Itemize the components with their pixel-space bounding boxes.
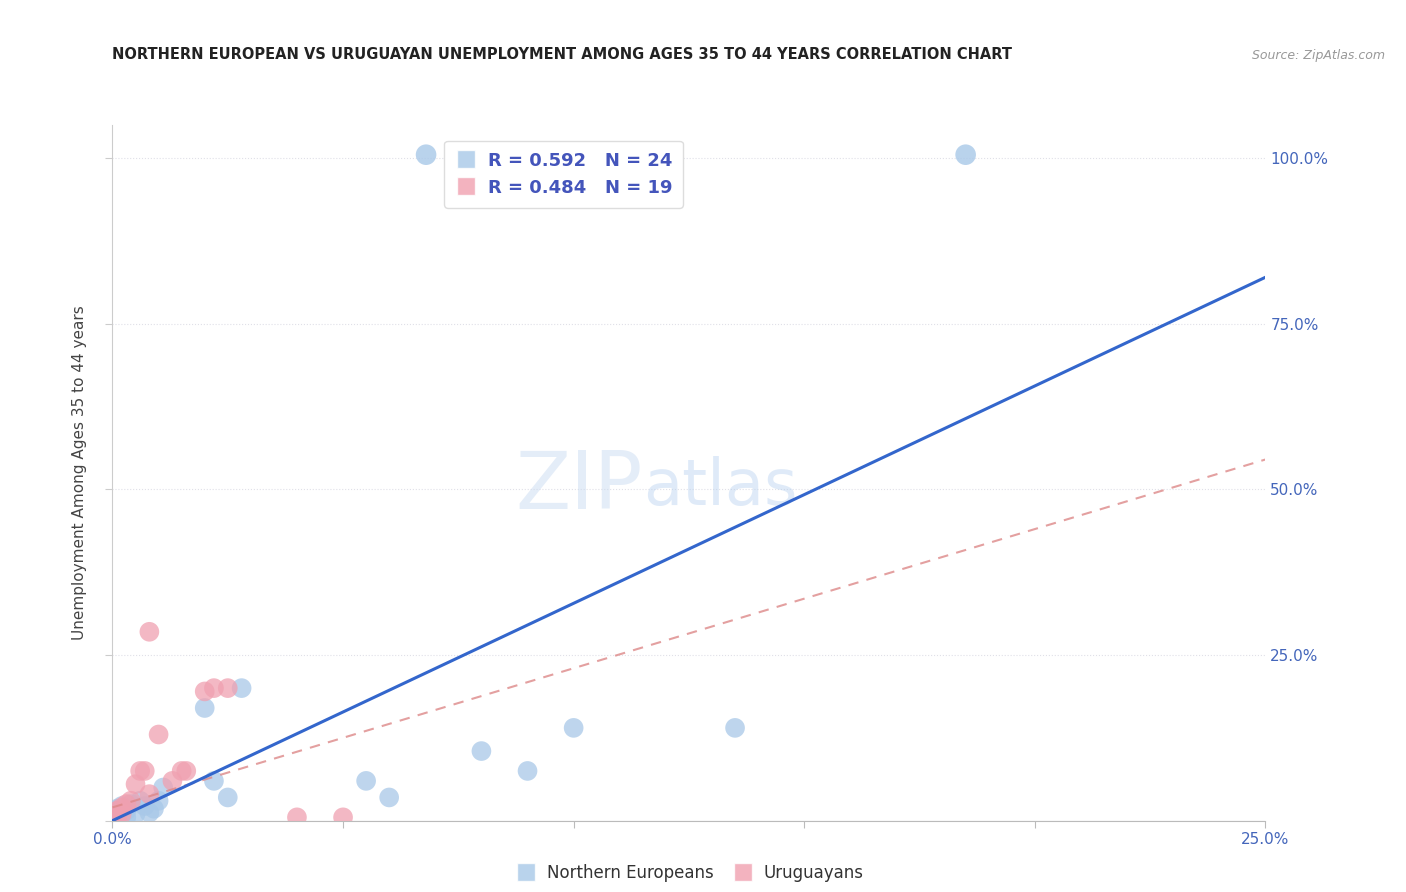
Point bbox=[724, 721, 747, 735]
Point bbox=[202, 681, 225, 695]
Point bbox=[148, 727, 170, 741]
Point bbox=[129, 764, 152, 778]
Point bbox=[170, 764, 193, 778]
Text: NORTHERN EUROPEAN VS URUGUAYAN UNEMPLOYMENT AMONG AGES 35 TO 44 YEARS CORRELATIO: NORTHERN EUROPEAN VS URUGUAYAN UNEMPLOYM… bbox=[112, 47, 1012, 62]
Point bbox=[134, 764, 156, 778]
Point bbox=[332, 810, 354, 824]
Point bbox=[174, 764, 197, 778]
Point bbox=[105, 808, 128, 822]
Point bbox=[378, 790, 401, 805]
Point bbox=[138, 805, 160, 820]
Point bbox=[152, 780, 174, 795]
Point bbox=[516, 764, 538, 778]
Point bbox=[124, 807, 146, 822]
Point bbox=[138, 787, 160, 801]
Point bbox=[955, 147, 977, 161]
Point bbox=[105, 804, 128, 818]
Point bbox=[120, 794, 142, 808]
Point bbox=[148, 794, 170, 808]
Point bbox=[217, 790, 239, 805]
Legend: Northern Europeans, Uruguayans: Northern Europeans, Uruguayans bbox=[508, 857, 870, 888]
Point bbox=[231, 681, 253, 695]
Text: Source: ZipAtlas.com: Source: ZipAtlas.com bbox=[1251, 49, 1385, 62]
Point bbox=[143, 802, 166, 816]
Point bbox=[115, 797, 138, 811]
Point bbox=[194, 684, 217, 698]
Y-axis label: Unemployment Among Ages 35 to 44 years: Unemployment Among Ages 35 to 44 years bbox=[72, 305, 87, 640]
Point bbox=[202, 773, 225, 788]
Point bbox=[415, 147, 437, 161]
Point bbox=[115, 810, 138, 824]
Text: atlas: atlas bbox=[643, 456, 797, 517]
Point bbox=[162, 773, 184, 788]
Point bbox=[129, 794, 152, 808]
Point bbox=[134, 799, 156, 814]
Point bbox=[111, 805, 134, 820]
Point bbox=[124, 777, 146, 791]
Point bbox=[354, 773, 377, 788]
Point bbox=[111, 799, 134, 814]
Point bbox=[111, 807, 134, 822]
Text: ZIP: ZIP bbox=[516, 448, 643, 525]
Point bbox=[194, 701, 217, 715]
Point bbox=[120, 797, 142, 811]
Point bbox=[470, 744, 492, 758]
Point bbox=[111, 800, 134, 814]
Point bbox=[285, 810, 308, 824]
Point bbox=[217, 681, 239, 695]
Point bbox=[138, 624, 160, 639]
Point bbox=[562, 721, 585, 735]
Point bbox=[105, 810, 128, 824]
Point bbox=[105, 802, 128, 816]
Point bbox=[115, 804, 138, 818]
